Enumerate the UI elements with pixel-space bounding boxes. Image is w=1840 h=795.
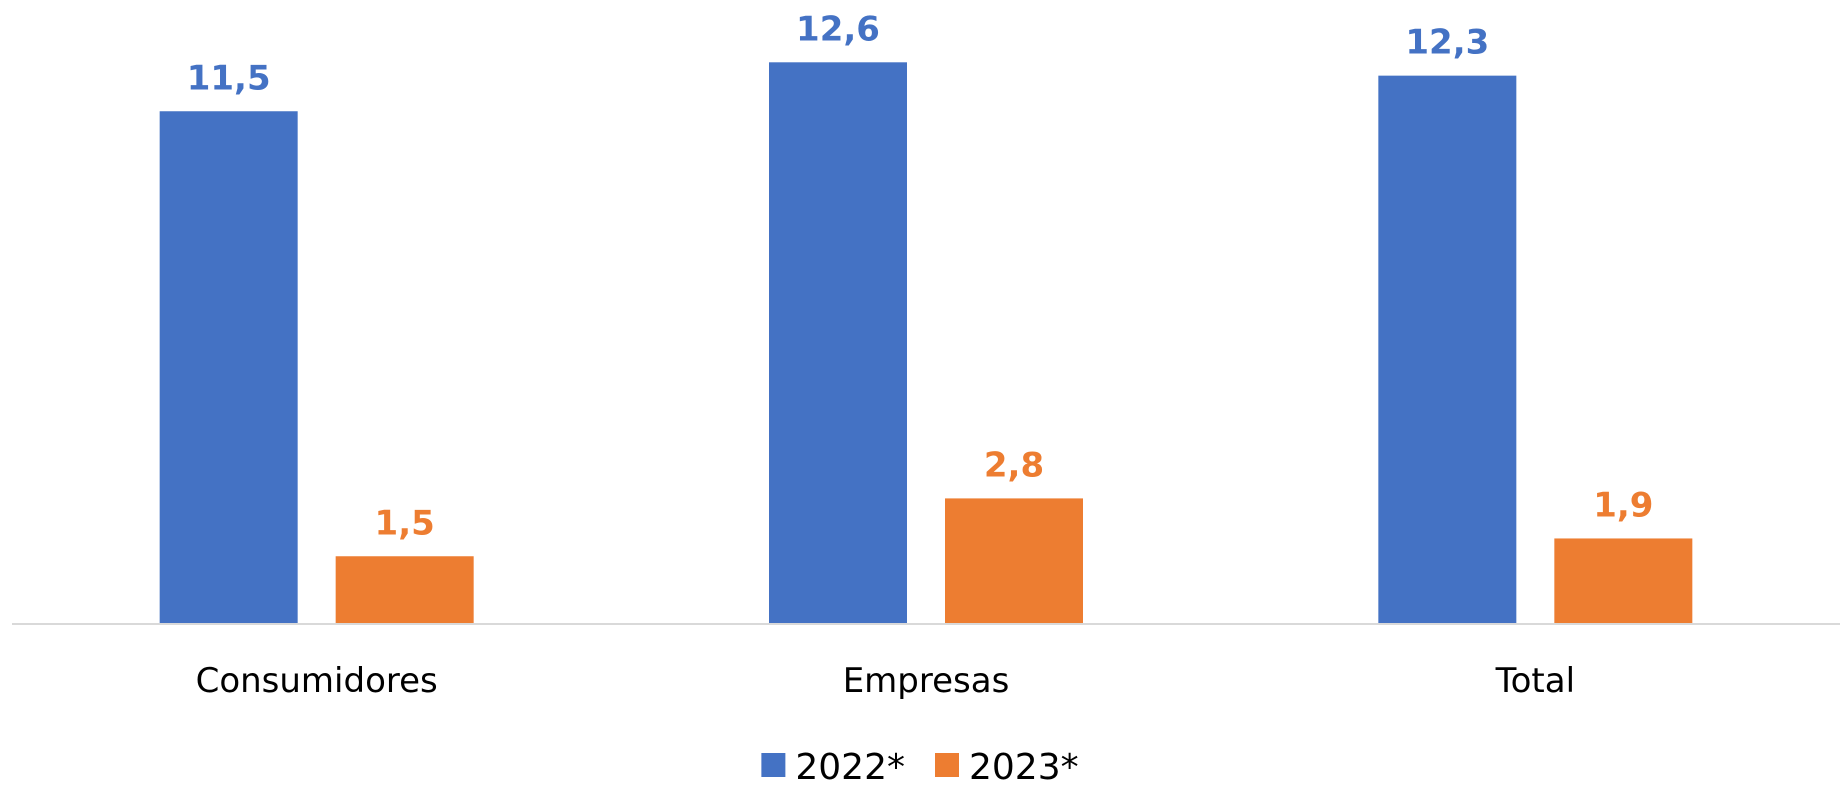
data-label: 12,3: [1405, 23, 1489, 63]
data-label: 12,6: [796, 9, 880, 49]
bar-2022-empresas: [769, 62, 907, 624]
bar-2022-total: [1378, 75, 1517, 623]
legend: 2022* 2023*: [761, 747, 1079, 788]
bar-2023-consumidores: [335, 556, 474, 623]
bar-2022-consumidores: [159, 111, 298, 623]
category-label: Total: [1495, 661, 1575, 701]
legend-label: 2022*: [795, 747, 905, 788]
legend-swatch: [761, 753, 786, 777]
bar-2023-empresas: [945, 498, 1083, 623]
bars-group: [159, 62, 1693, 624]
data-label: 1,9: [1593, 485, 1653, 525]
category-labels-group: Consumidores Empresas Total: [196, 661, 1575, 701]
bar-2023-total: [1554, 538, 1693, 623]
data-label: 2,8: [984, 445, 1044, 485]
value-labels-group: 11,5 1,5 12,6 2,8 12,3 1,9: [187, 9, 1654, 543]
legend-swatch: [935, 753, 959, 777]
category-label: Empresas: [843, 661, 1010, 701]
legend-label: 2023*: [969, 747, 1079, 788]
category-label: Consumidores: [196, 661, 438, 701]
data-label: 1,5: [375, 503, 435, 543]
data-label: 11,5: [187, 58, 271, 98]
